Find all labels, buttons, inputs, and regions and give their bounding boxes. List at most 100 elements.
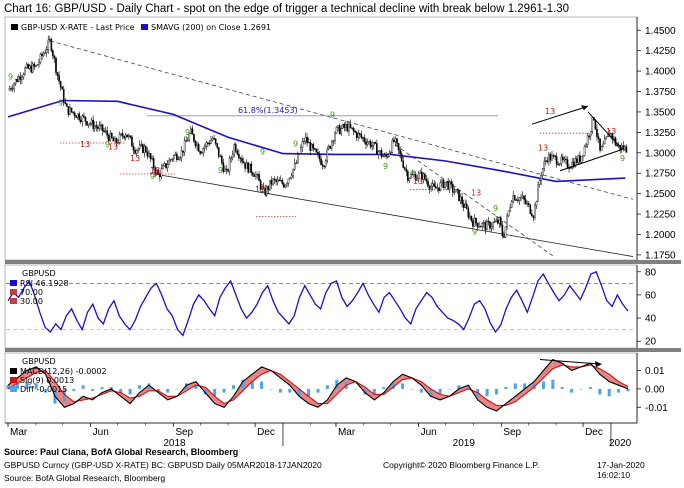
y-tick-label: 1.2000 [645,230,676,241]
candle-body [521,195,524,198]
candle-body [500,217,502,226]
candle-body [126,134,129,138]
candle-body [18,76,20,82]
candle-body [314,148,316,150]
candle-body [376,143,378,155]
candle-body [372,142,375,146]
triangle-lower-line [559,149,623,172]
y-tick-label: 1.3250 [645,128,676,139]
td-count-13: 13 [545,107,555,116]
candle-body [476,222,479,228]
candle-body [545,160,547,162]
macd-signal-fill [299,388,309,404]
candle-body [194,141,197,147]
td-count-9: 9 [410,170,415,179]
os-legend-label: 30.00 [20,297,43,306]
x-month-label: Jun [421,427,437,438]
candle-body [419,171,422,174]
candle-body [554,155,556,157]
candle-body [455,189,457,193]
macd-signal-fill [289,381,300,397]
diff-bar [541,381,545,389]
candle-body [148,153,150,157]
candle-body [238,153,240,159]
candle-body [59,81,62,88]
diff-bar [128,388,132,395]
diff-bar [588,387,592,389]
macd-signal-fill [252,366,262,382]
candle-body [261,186,263,190]
macd-signal-fill [205,387,215,404]
candle-body [264,187,267,196]
candle-body [332,140,335,142]
y-tick-label: 1.3750 [645,87,676,98]
candle-body [444,182,446,188]
candle-body [31,63,34,73]
candle-body [118,134,121,143]
candle-body [62,88,65,103]
candle-body [300,147,302,154]
candle-body [469,215,471,218]
candle-body [203,146,206,149]
candle-body [318,153,321,160]
candle-body [109,133,112,142]
candle-body [600,146,603,151]
candle-body [403,167,406,170]
candle-body [123,135,125,139]
candle-body [174,153,177,156]
diff-bar [147,383,151,389]
candle-body [552,155,555,157]
x-year-label: 2019 [453,438,476,449]
candle-body [515,199,518,201]
candle-body [141,144,144,153]
candle-body [351,127,353,129]
macd-tick-label: -0.01 [645,403,668,414]
candle-body [298,153,301,155]
td-count-9: 9 [293,139,298,148]
y-tick-label: 1.2250 [645,210,676,221]
macd-signal-fill [515,388,525,402]
candle-body [227,169,229,172]
macd-signal-fill [524,381,535,395]
candle-body [252,172,254,176]
td-count-9: 9 [105,140,110,149]
diff-bar [354,388,358,390]
candle-body [219,155,222,158]
diff-bar [494,388,498,395]
candle-body [362,137,364,139]
candle-body [456,189,459,191]
candle-body [138,144,141,149]
candle-body [473,217,476,227]
candle-body [266,186,268,196]
candle-body [208,143,211,145]
candle-body [185,140,188,142]
price-legend-label: GBP-USD X-RATE - Last Price [21,23,135,32]
diff-bar [513,383,517,389]
candle-body [541,168,544,176]
candle-body [557,164,559,166]
x-month-label: Jun [93,427,109,438]
candle-body [613,137,615,140]
candle-body [267,186,270,190]
candle-body [309,142,312,151]
candle-body [323,165,325,168]
macd-signal-fill [242,374,253,391]
candle-body [586,135,589,145]
candle-body [191,128,194,135]
candle-body [67,106,70,115]
candle-body [365,141,367,145]
candle-body [273,178,276,181]
x-month-label: Dec [257,427,275,438]
candle-body [275,179,277,182]
candle-body [283,183,285,188]
ob-legend-swatch [10,289,17,295]
candle-body [171,158,174,160]
diff-bar [560,387,564,389]
y-tick-label: 1.4250 [645,46,676,57]
candle-body [258,174,260,181]
candle-body [484,222,487,231]
candle-body [321,164,324,167]
candle-body [168,159,170,165]
candle-body [207,142,209,144]
candle-body [413,174,415,176]
